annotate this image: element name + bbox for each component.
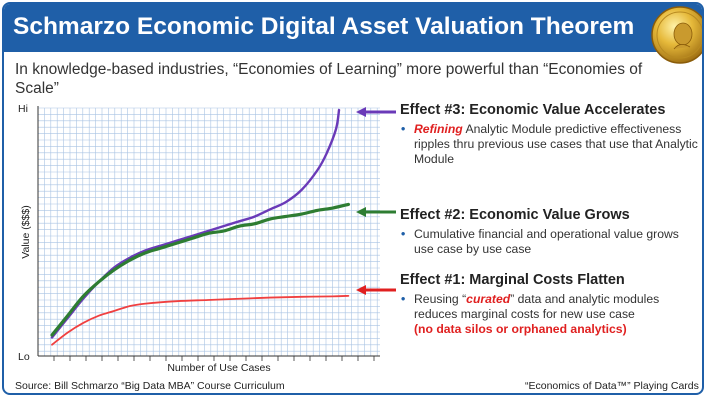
effect-1-arrow — [356, 285, 396, 295]
effect-1-note: (no data silos or orphaned analytics) — [414, 322, 627, 336]
footer-caption: “Economics of Data™” Playing Cards — [525, 380, 699, 392]
effect-3-title: Effect #3: Economic Value Accelerates — [400, 102, 666, 118]
effect-2-bullet: • Cumulative financial and operational v… — [400, 227, 700, 257]
subtitle: In knowledge-based industries, “Economie… — [15, 61, 643, 97]
effect-1-bullet-post: ” data and analytic modules reduces marg… — [414, 292, 660, 321]
effect-2-title: Effect #2: Economic Value Grows — [400, 207, 630, 223]
effect-2-arrow — [356, 207, 396, 217]
y-axis-label: Value ($$$) — [20, 205, 32, 259]
source-caption: Source: Bill Schmarzo “Big Data MBA” Cou… — [15, 380, 285, 392]
effect-3-bullet: • Refining Analytic Module predictive ef… — [400, 122, 700, 167]
title-bar: Schmarzo Economic Digital Asset Valuatio… — [4, 4, 702, 52]
chart-series — [50, 108, 350, 346]
page-title: Schmarzo Economic Digital Asset Valuatio… — [13, 13, 635, 40]
slide: Schmarzo Economic Digital Asset Valuatio… — [2, 2, 704, 395]
effect-3: Effect #3: Economic Value Accelerates • … — [400, 102, 700, 167]
effect-2: Effect #2: Economic Value Grows • Cumula… — [400, 207, 700, 257]
x-axis-label: Number of Use Cases — [167, 362, 270, 374]
effect-arrows — [356, 107, 396, 295]
effect-3-arrow — [356, 107, 396, 117]
effect-3-emphasis: Refining — [414, 122, 463, 136]
bullet-dot-icon: • — [401, 292, 406, 306]
bullet-dot-icon: • — [401, 227, 406, 241]
effect-1-title: Effect #1: Marginal Costs Flatten — [400, 272, 625, 288]
y-tick-label-lo: Lo — [18, 351, 30, 363]
chart: Hi Lo Value ($$$) Number of Use Cases — [18, 103, 396, 374]
effect-1: Effect #1: Marginal Costs Flatten • Reus… — [400, 272, 700, 337]
series-line-grows — [50, 202, 350, 337]
chart-grid — [37, 107, 380, 356]
effect-1-bullet: • Reusing “curated” data and analytic mo… — [400, 292, 700, 337]
effect-1-bullet-pre: Reusing “ — [414, 292, 467, 306]
series-line-costs — [51, 294, 350, 346]
y-tick-label-hi: Hi — [18, 103, 28, 115]
chart-axes: Hi Lo Value ($$$) Number of Use Cases — [18, 103, 380, 374]
nobel-medal-icon — [651, 6, 702, 64]
bullet-dot-icon: • — [401, 122, 406, 136]
effect-1-emphasis: curated — [466, 292, 511, 306]
effect-3-bullet-text: Analytic Module predictive effectiveness… — [414, 122, 698, 166]
effect-2-bullet-text: Cumulative financial and operational val… — [414, 227, 679, 256]
